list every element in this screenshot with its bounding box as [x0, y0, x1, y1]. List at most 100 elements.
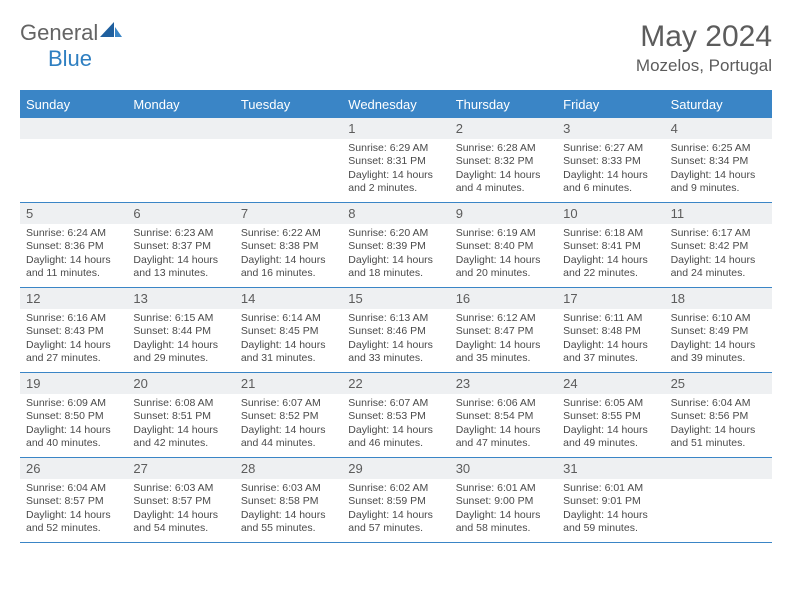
- day-details: Sunrise: 6:15 AMSunset: 8:44 PMDaylight:…: [127, 309, 234, 370]
- sunrise-text: Sunrise: 6:19 AM: [456, 227, 551, 240]
- day-details: Sunrise: 6:12 AMSunset: 8:47 PMDaylight:…: [450, 309, 557, 370]
- day-number: 24: [557, 373, 664, 394]
- daylight-text: Daylight: 14 hours and 20 minutes.: [456, 254, 551, 281]
- day-number: 12: [20, 288, 127, 309]
- sunset-text: Sunset: 8:42 PM: [671, 240, 766, 253]
- day-details: Sunrise: 6:07 AMSunset: 8:52 PMDaylight:…: [235, 394, 342, 455]
- day-number: 9: [450, 203, 557, 224]
- day-number: 10: [557, 203, 664, 224]
- logo-sail-icon: [100, 20, 122, 45]
- day-cell: [20, 118, 127, 202]
- day-details: Sunrise: 6:07 AMSunset: 8:53 PMDaylight:…: [342, 394, 449, 455]
- day-number: 2: [450, 118, 557, 139]
- day-number: 15: [342, 288, 449, 309]
- sunset-text: Sunset: 8:37 PM: [133, 240, 228, 253]
- sunset-text: Sunset: 8:53 PM: [348, 410, 443, 423]
- day-cell: 3 Sunrise: 6:27 AMSunset: 8:33 PMDaylight…: [557, 118, 664, 202]
- day-details: Sunrise: 6:11 AMSunset: 8:48 PMDaylight:…: [557, 309, 664, 370]
- sunset-text: Sunset: 8:36 PM: [26, 240, 121, 253]
- week-row: 1Sunrise: 6:29 AMSunset: 8:31 PMDaylight…: [20, 118, 772, 203]
- sunrise-text: Sunrise: 6:25 AM: [671, 142, 766, 155]
- day-cell: 9 Sunrise: 6:19 AMSunset: 8:40 PMDaylight…: [450, 203, 557, 287]
- day-number: 30: [450, 458, 557, 479]
- daylight-text: Daylight: 14 hours and 57 minutes.: [348, 509, 443, 536]
- sunrise-text: Sunrise: 6:06 AM: [456, 397, 551, 410]
- day-number: 17: [557, 288, 664, 309]
- daylight-text: Daylight: 14 hours and 2 minutes.: [348, 169, 443, 196]
- day-cell: 6Sunrise: 6:23 AMSunset: 8:37 PMDaylight…: [127, 203, 234, 287]
- calendar: Sunday Monday Tuesday Wednesday Thursday…: [20, 90, 772, 543]
- logo-part2: Blue: [48, 46, 92, 71]
- day-number: 21: [235, 373, 342, 394]
- daylight-text: Daylight: 14 hours and 46 minutes.: [348, 424, 443, 451]
- sunset-text: Sunset: 8:52 PM: [241, 410, 336, 423]
- day-details: [665, 479, 772, 486]
- day-number: 1: [342, 118, 449, 139]
- daylight-text: Daylight: 14 hours and 37 minutes.: [563, 339, 658, 366]
- day-number: 16: [450, 288, 557, 309]
- daylight-text: Daylight: 14 hours and 6 minutes.: [563, 169, 658, 196]
- day-cell: 22Sunrise: 6:07 AMSunset: 8:53 PMDayligh…: [342, 373, 449, 457]
- day-details: Sunrise: 6:04 AMSunset: 8:56 PMDaylight:…: [665, 394, 772, 455]
- week-row: 26Sunrise: 6:04 AMSunset: 8:57 PMDayligh…: [20, 458, 772, 543]
- sunset-text: Sunset: 8:44 PM: [133, 325, 228, 338]
- sunrise-text: Sunrise: 6:22 AM: [241, 227, 336, 240]
- day-details: [20, 139, 127, 146]
- sunset-text: Sunset: 8:43 PM: [26, 325, 121, 338]
- sunrise-text: Sunrise: 6:24 AM: [26, 227, 121, 240]
- sunset-text: Sunset: 8:57 PM: [133, 495, 228, 508]
- day-number: 5: [20, 203, 127, 224]
- day-number: 28: [235, 458, 342, 479]
- day-number: 4: [665, 118, 772, 139]
- sunrise-text: Sunrise: 6:14 AM: [241, 312, 336, 325]
- day-details: Sunrise: 6:24 AMSunset: 8:36 PMDaylight:…: [20, 224, 127, 285]
- day-number: 14: [235, 288, 342, 309]
- sunset-text: Sunset: 8:33 PM: [563, 155, 658, 168]
- day-number: [127, 118, 234, 139]
- daylight-text: Daylight: 14 hours and 29 minutes.: [133, 339, 228, 366]
- day-cell: 19Sunrise: 6:09 AMSunset: 8:50 PMDayligh…: [20, 373, 127, 457]
- day-details: Sunrise: 6:17 AMSunset: 8:42 PMDaylight:…: [665, 224, 772, 285]
- header: GeneralBlue May 2024 Mozelos, Portugal: [20, 20, 772, 76]
- daylight-text: Daylight: 14 hours and 44 minutes.: [241, 424, 336, 451]
- sunset-text: Sunset: 8:38 PM: [241, 240, 336, 253]
- sunrise-text: Sunrise: 6:29 AM: [348, 142, 443, 155]
- day-details: Sunrise: 6:14 AMSunset: 8:45 PMDaylight:…: [235, 309, 342, 370]
- daylight-text: Daylight: 14 hours and 54 minutes.: [133, 509, 228, 536]
- weekday-monday: Monday: [127, 92, 234, 118]
- sunrise-text: Sunrise: 6:11 AM: [563, 312, 658, 325]
- day-number: 25: [665, 373, 772, 394]
- sunrise-text: Sunrise: 6:02 AM: [348, 482, 443, 495]
- weekday-saturday: Saturday: [665, 92, 772, 118]
- sunrise-text: Sunrise: 6:15 AM: [133, 312, 228, 325]
- day-cell: 12Sunrise: 6:16 AMSunset: 8:43 PMDayligh…: [20, 288, 127, 372]
- location: Mozelos, Portugal: [636, 56, 772, 76]
- day-cell: 2Sunrise: 6:28 AMSunset: 8:32 PMDaylight…: [450, 118, 557, 202]
- sunset-text: Sunset: 8:58 PM: [241, 495, 336, 508]
- day-details: Sunrise: 6:29 AMSunset: 8:31 PMDaylight:…: [342, 139, 449, 200]
- logo-text: GeneralBlue: [20, 20, 122, 72]
- daylight-text: Daylight: 14 hours and 42 minutes.: [133, 424, 228, 451]
- day-number: 3: [557, 118, 664, 139]
- sunrise-text: Sunrise: 6:17 AM: [671, 227, 766, 240]
- title-block: May 2024 Mozelos, Portugal: [636, 20, 772, 76]
- daylight-text: Daylight: 14 hours and 40 minutes.: [26, 424, 121, 451]
- sunrise-text: Sunrise: 6:27 AM: [563, 142, 658, 155]
- day-details: Sunrise: 6:23 AMSunset: 8:37 PMDaylight:…: [127, 224, 234, 285]
- sunset-text: Sunset: 8:40 PM: [456, 240, 551, 253]
- day-number: 23: [450, 373, 557, 394]
- daylight-text: Daylight: 14 hours and 59 minutes.: [563, 509, 658, 536]
- day-cell: 24Sunrise: 6:05 AMSunset: 8:55 PMDayligh…: [557, 373, 664, 457]
- day-cell: 17Sunrise: 6:11 AMSunset: 8:48 PMDayligh…: [557, 288, 664, 372]
- daylight-text: Daylight: 14 hours and 11 minutes.: [26, 254, 121, 281]
- sunset-text: Sunset: 8:47 PM: [456, 325, 551, 338]
- sunset-text: Sunset: 8:31 PM: [348, 155, 443, 168]
- day-cell: 13Sunrise: 6:15 AMSunset: 8:44 PMDayligh…: [127, 288, 234, 372]
- day-number: 13: [127, 288, 234, 309]
- sunrise-text: Sunrise: 6:09 AM: [26, 397, 121, 410]
- weekday-thursday: Thursday: [450, 92, 557, 118]
- sunset-text: Sunset: 8:34 PM: [671, 155, 766, 168]
- sunset-text: Sunset: 8:51 PM: [133, 410, 228, 423]
- day-cell: 25Sunrise: 6:04 AMSunset: 8:56 PMDayligh…: [665, 373, 772, 457]
- day-number: 18: [665, 288, 772, 309]
